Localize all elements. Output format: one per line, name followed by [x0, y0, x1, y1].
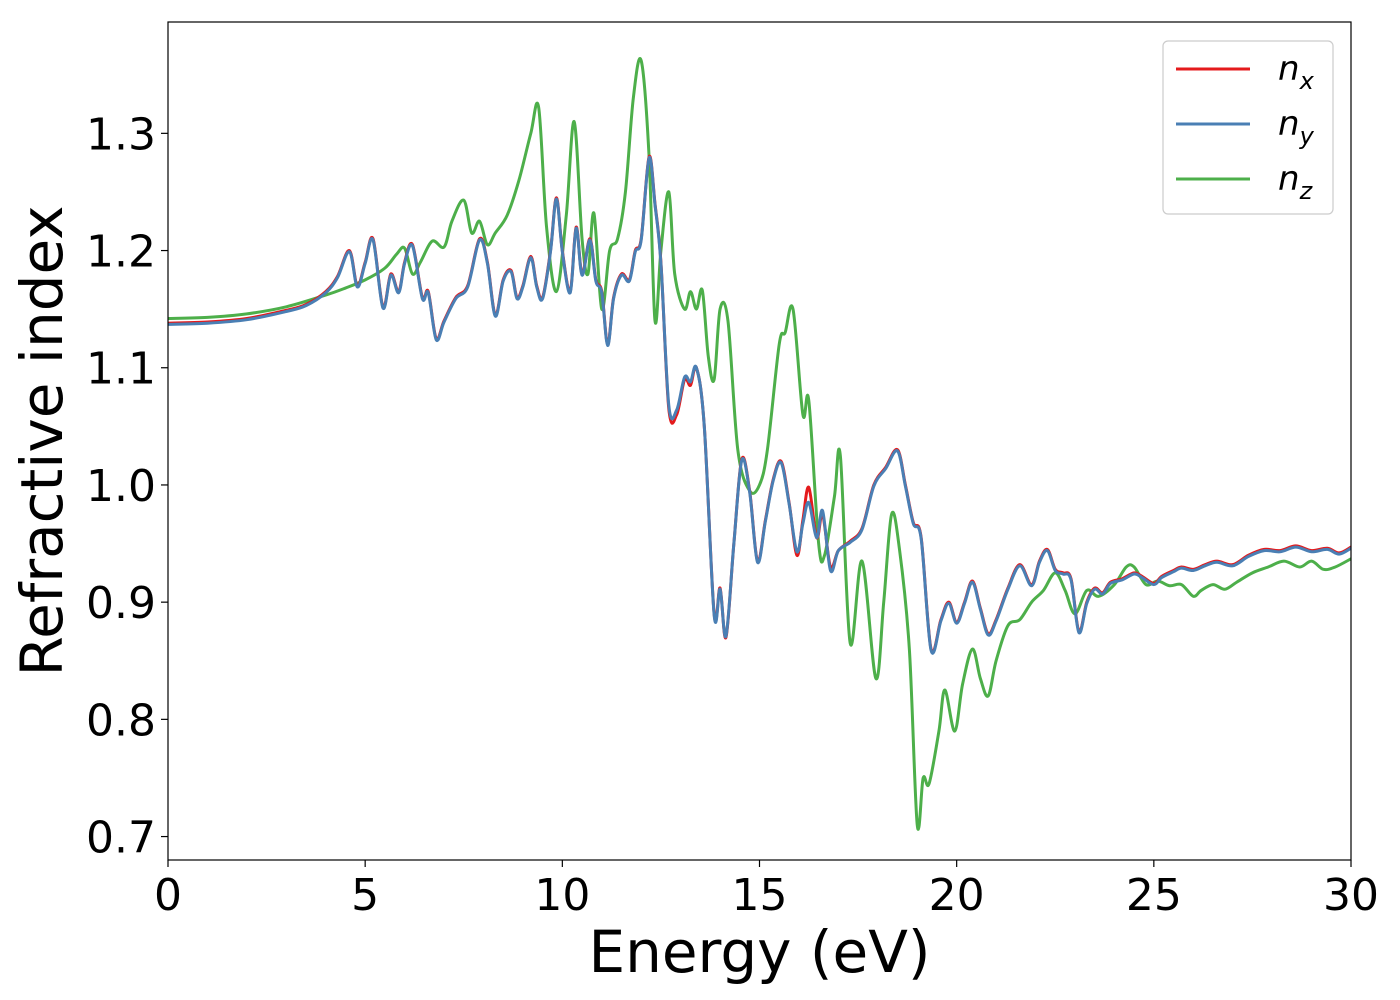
legend-label: nz [1278, 159, 1314, 205]
legend-label: ny [1278, 104, 1315, 150]
x-axis-title: Energy (eV) [588, 918, 930, 986]
x-tick-label: 30 [1323, 870, 1379, 921]
x-tick-label: 10 [534, 870, 590, 921]
x-tick-label: 15 [732, 870, 788, 921]
y-tick-label: 0.8 [86, 695, 156, 746]
x-tick-label: 20 [929, 870, 985, 921]
series-line-n-z [168, 57, 1351, 831]
y-tick-label: 1.3 [86, 109, 156, 160]
y-tick-label: 0.7 [86, 813, 156, 864]
y-axis: 0.7 0.8 0.9 1.0 1.1 1.2 1.3 [86, 109, 168, 864]
y-tick-label: 1.2 [86, 227, 156, 278]
series-line-n-x [168, 154, 1351, 654]
y-axis-title: Refractive index [8, 205, 76, 676]
y-tick-label: 1.0 [86, 461, 156, 512]
legend-label: nx [1278, 49, 1315, 95]
legend: nx ny nz [1162, 40, 1334, 215]
axes-frame [167, 21, 1352, 861]
x-tick-label: 5 [351, 870, 379, 921]
x-tick-label: 25 [1126, 870, 1182, 921]
series-layer [168, 57, 1351, 831]
y-tick-label: 0.9 [86, 578, 156, 629]
x-tick-label: 0 [154, 870, 182, 921]
legend-box [1162, 40, 1334, 215]
series-line-n-y [168, 156, 1351, 655]
x-axis: 0 5 10 15 20 25 30 [154, 860, 1379, 921]
y-tick-label: 1.1 [86, 344, 156, 395]
